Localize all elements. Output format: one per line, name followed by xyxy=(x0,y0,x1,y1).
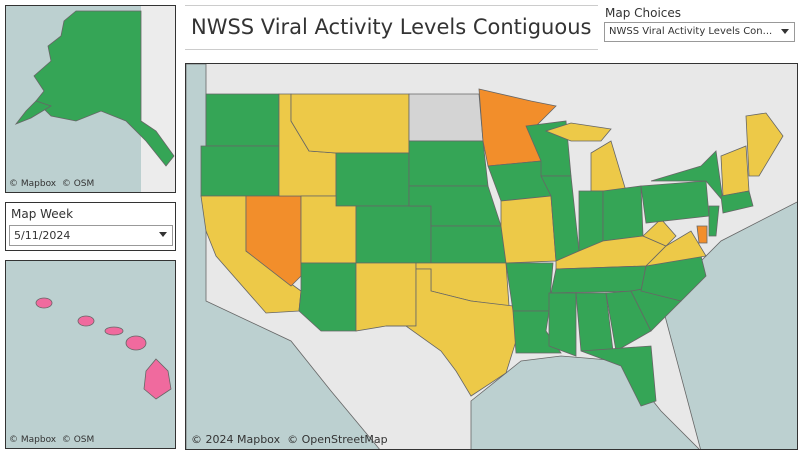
state xyxy=(355,262,417,332)
alaska-map: © Mapbox © OSM xyxy=(5,5,176,193)
dropdown-arrow[interactable] xyxy=(159,232,167,237)
map-dropdown[interactable]: NWSS Viral Activity Levels Con... xyxy=(604,22,795,42)
state xyxy=(640,180,710,224)
dashboard-title: NWSS Viral Activity Levels Contiguous xyxy=(191,15,592,39)
us-map xyxy=(186,64,797,449)
island xyxy=(125,335,147,351)
hawaii-svg xyxy=(6,261,175,448)
state xyxy=(205,93,280,147)
state xyxy=(720,190,754,214)
state xyxy=(550,265,647,294)
map-week-filter: Map Week 5/11/2024 xyxy=(5,202,176,251)
state xyxy=(505,262,554,312)
filter-label: Map Week xyxy=(11,207,74,221)
states xyxy=(200,88,784,407)
hawaii-map: © Mapbox © OSM xyxy=(5,260,176,449)
water xyxy=(6,261,175,448)
attribution: © Mapbox xyxy=(9,435,57,445)
state xyxy=(642,218,677,247)
attribution: © 2024 Mapbox xyxy=(191,433,281,446)
state xyxy=(650,150,724,203)
state xyxy=(602,185,644,242)
state xyxy=(500,195,557,264)
title-box: NWSS Viral Activity Levels Contiguous xyxy=(185,5,598,50)
state xyxy=(548,292,577,357)
state xyxy=(386,268,517,397)
state xyxy=(335,152,410,207)
land xyxy=(141,6,175,192)
dropdown-arrow[interactable] xyxy=(781,29,789,34)
island xyxy=(77,315,95,327)
state xyxy=(290,93,410,154)
state xyxy=(408,140,489,187)
week-dropdown[interactable]: 5/11/2024 xyxy=(9,225,173,246)
alaska-peninsula xyxy=(14,100,52,125)
state xyxy=(640,255,707,302)
state xyxy=(708,205,720,237)
alaska xyxy=(33,10,175,167)
state xyxy=(200,145,280,197)
dropdown-value: NWSS Viral Activity Levels Con... xyxy=(609,26,773,37)
state xyxy=(355,205,432,264)
state xyxy=(430,225,507,264)
state xyxy=(745,112,784,177)
state xyxy=(544,122,612,142)
filter-label: Map Choices xyxy=(605,6,682,20)
attribution: © OSM xyxy=(61,435,95,445)
state xyxy=(408,93,484,142)
alaska-svg xyxy=(6,6,175,192)
attribution: © Mapbox xyxy=(9,179,57,189)
attribution: © OpenStreetMap xyxy=(287,433,388,446)
island xyxy=(35,297,53,309)
water xyxy=(660,201,797,449)
state xyxy=(578,190,604,252)
attribution: © OSM xyxy=(61,179,95,189)
main-map: © 2024 Mapbox © OpenStreetMap xyxy=(185,63,798,450)
state xyxy=(696,225,708,244)
state xyxy=(580,345,657,407)
state xyxy=(300,195,357,264)
island xyxy=(104,326,124,336)
island xyxy=(143,358,172,400)
state xyxy=(644,230,707,267)
dropdown-value: 5/11/2024 xyxy=(14,229,71,242)
